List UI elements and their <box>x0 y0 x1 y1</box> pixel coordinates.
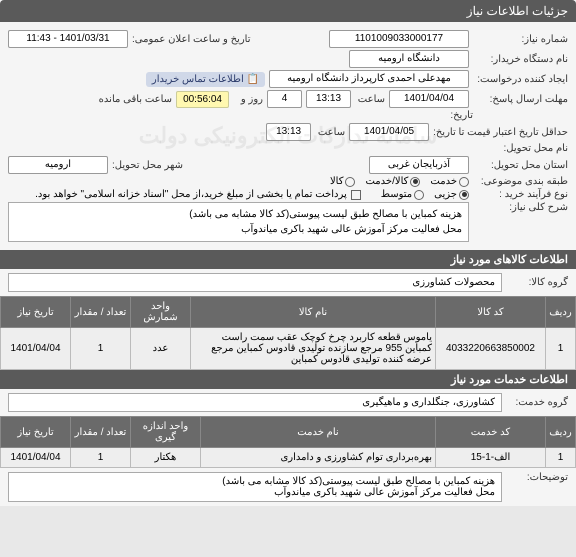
svc-col-qty: تعداد / مقدار <box>71 417 131 448</box>
services-section-head: اطلاعات خدمات مورد نیاز <box>0 370 576 389</box>
goods-cell-idx: 1 <box>546 328 576 370</box>
creator-value: مهدعلی احمدی کارپرداز دانشگاه ارومیه <box>269 70 469 88</box>
goods-col-name: نام کالا <box>191 297 436 328</box>
svc-col-unit: واحد اندازه گیری <box>131 417 201 448</box>
radio-medium[interactable] <box>414 190 424 200</box>
days-label: روز و <box>233 94 263 105</box>
goods-col-idx: ردیف <box>546 297 576 328</box>
delivery-time-value: 13:13 <box>266 123 311 141</box>
goods-cell-qty: 1 <box>71 328 131 370</box>
radio-goods[interactable] <box>345 177 355 187</box>
services-table: ردیف کد خدمت نام خدمت واحد اندازه گیری ت… <box>0 416 576 468</box>
buyer-info-pill[interactable]: 📋 اطلاعات تماس خریدار <box>146 72 265 87</box>
goods-cell-date: 1401/04/04 <box>1 328 71 370</box>
goods-col-qty: تعداد / مقدار <box>71 297 131 328</box>
need-no-label: شماره نیاز: <box>473 34 568 45</box>
days-value: 4 <box>267 90 302 108</box>
radio-goods-service[interactable] <box>410 177 420 187</box>
radio-goods-label: کالا <box>330 176 344 187</box>
main-desc-box: هزینه کمباین با مصالح طبق لیست پیوستی(کد… <box>8 202 469 242</box>
creator-label: ایجاد کننده درخواست: <box>473 74 568 85</box>
svc-cell-qty: 1 <box>71 448 131 468</box>
reply-time-value: 13:13 <box>306 90 351 108</box>
goods-table: ردیف کد کالا نام کالا واحد شمارش تعداد /… <box>0 296 576 370</box>
goods-group-label: گروه کالا: <box>508 277 568 288</box>
delivery-date-value: 1401/04/05 <box>349 123 429 141</box>
goods-cell-name: یاموس قطعه کاربرد چرخ کوچک عقب سمت راست … <box>191 328 436 370</box>
process-label: نوع فرآیند خرید : <box>473 189 568 200</box>
treasury-checkbox[interactable] <box>351 190 361 200</box>
table-row: 1 الف-1-15 بهره‌برداری توام کشاورزی و دا… <box>1 448 576 468</box>
goods-group-value: محصولات کشاورزی <box>8 273 502 292</box>
svc-cell-name: بهره‌برداری توام کشاورزی و دامداری <box>201 448 436 468</box>
time-label-2: ساعت <box>315 127 345 138</box>
goods-cell-code: 4033220663850002 <box>436 328 546 370</box>
province-value: آذربایجان غربی <box>369 156 469 174</box>
until-label: تاریخ: <box>443 110 473 121</box>
radio-goods-service-label: کالا/خدمت <box>365 176 408 187</box>
main-desc-label: شرح کلی نیاز: <box>473 202 568 213</box>
svc-cell-code: الف-1-15 <box>436 448 546 468</box>
svc-cell-unit: هکتار <box>131 448 201 468</box>
pay-note: پرداخت تمام یا بخشی از مبلغ خرید،از محل … <box>35 189 347 200</box>
services-group-label: گروه خدمت: <box>508 397 568 408</box>
radio-service[interactable] <box>459 177 469 187</box>
validity-label: حداقل تاریخ اعتبار قیمت تا تاریخ: <box>433 127 568 138</box>
need-no-value: 1101009033000177 <box>329 30 469 48</box>
buyer-label: نام دستگاه خریدار: <box>473 54 568 65</box>
announce-value: 1401/03/31 - 11:43 <box>8 30 128 48</box>
svc-note-label: توضیحات: <box>508 472 568 483</box>
reply-date-value: 1401/04/04 <box>389 90 469 108</box>
services-group-value: کشاورزی، جنگلداری و ماهیگیری <box>8 393 502 412</box>
time-label-1: ساعت <box>355 94 385 105</box>
goods-col-code: کد کالا <box>436 297 546 328</box>
svc-cell-date: 1401/04/04 <box>1 448 71 468</box>
reply-deadline-label: مهلت ارسال پاسخ: <box>473 94 568 105</box>
delivery-label: نام محل تحویل: <box>473 143 568 154</box>
city-label: شهر محل تحویل: <box>112 160 183 171</box>
announce-label: تاریخ و ساعت اعلان عمومی: <box>132 34 251 45</box>
svc-col-code: کد خدمت <box>436 417 546 448</box>
table-row: 1 4033220663850002 یاموس قطعه کاربرد چرخ… <box>1 328 576 370</box>
svc-cell-idx: 1 <box>546 448 576 468</box>
remain-label: ساعت باقی مانده <box>99 94 172 105</box>
goods-col-date: تاریخ نیاز <box>1 297 71 328</box>
radio-service-label: خدمت <box>430 176 457 187</box>
goods-section-head: اطلاعات کالاهای مورد نیاز <box>0 250 576 269</box>
panel-header: جزئیات اطلاعات نیاز <box>0 0 576 22</box>
svc-col-name: نام خدمت <box>201 417 436 448</box>
radio-partial[interactable] <box>459 190 469 200</box>
city-value: ارومیه <box>8 156 108 174</box>
goods-cell-unit: عدد <box>131 328 191 370</box>
province-label: استان محل تحویل: <box>473 160 568 171</box>
radio-partial-label: جزیی <box>434 189 457 200</box>
process-radio-group: جزیی متوسط <box>381 189 469 200</box>
category-label: طبقه بندی موضوعی: <box>473 176 568 187</box>
goods-col-unit: واحد شمارش <box>131 297 191 328</box>
form-area: سامانه تدارکات الکترونیکی دولت شماره نیا… <box>0 22 576 250</box>
buyer-info-label: اطلاعات تماس خریدار <box>152 74 244 85</box>
buyer-value: دانشگاه ارومیه <box>349 50 469 68</box>
svc-col-date: تاریخ نیاز <box>1 417 71 448</box>
category-radio-group: خدمت کالا/خدمت کالا <box>330 176 469 187</box>
countdown-timer: 00:56:04 <box>176 91 229 108</box>
svc-note-box: هزینه کمباین با مصالح طبق لیست پیوستی(کد… <box>8 472 502 502</box>
radio-medium-label: متوسط <box>381 189 412 200</box>
svc-col-idx: ردیف <box>546 417 576 448</box>
